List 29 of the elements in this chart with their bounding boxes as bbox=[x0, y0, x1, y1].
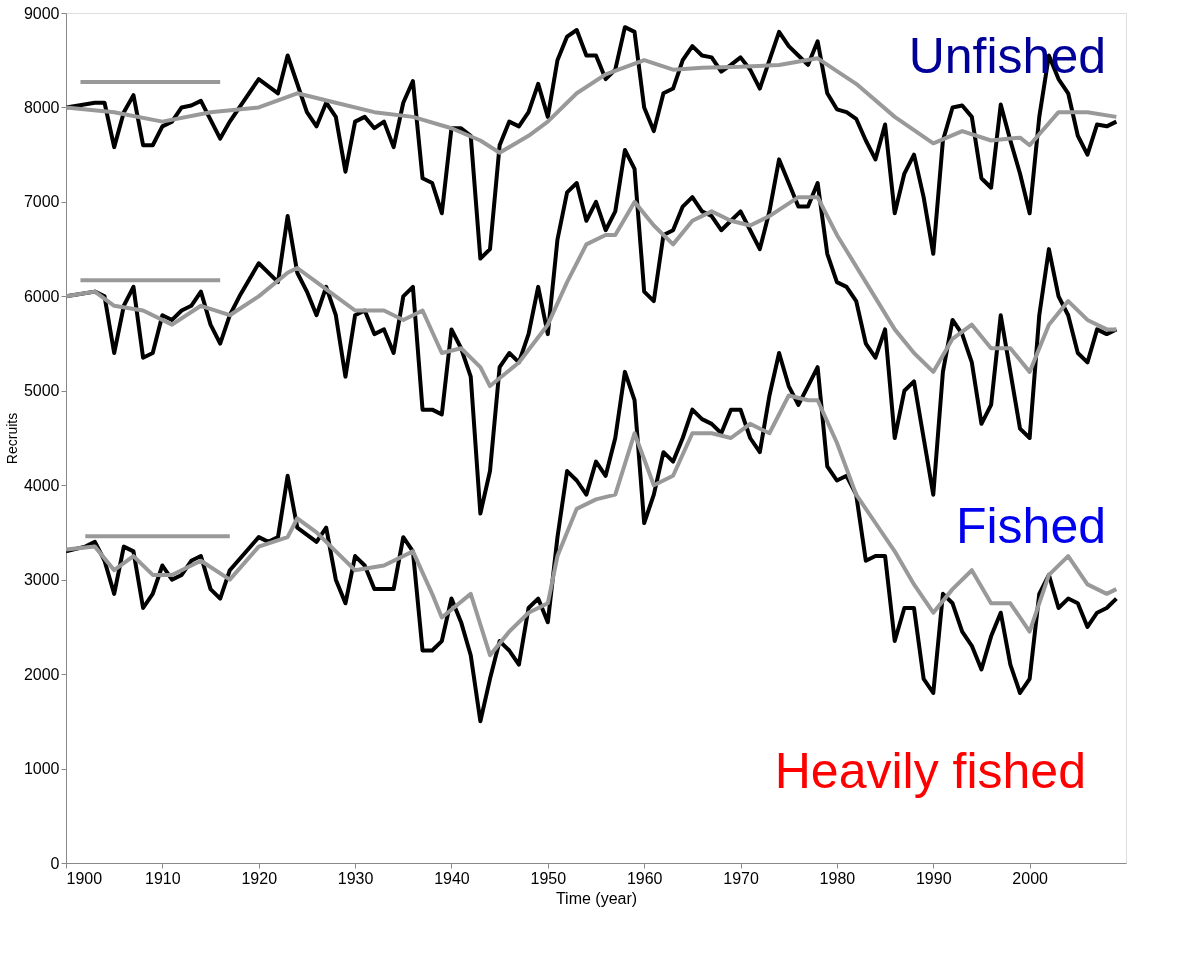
line-series bbox=[66, 393, 1119, 658]
x-tick-label: 1990 bbox=[915, 869, 952, 887]
y-tick-label: 6000 bbox=[23, 287, 60, 305]
y-tick-label: 4000 bbox=[23, 476, 60, 494]
x-tick-label: 1980 bbox=[819, 869, 856, 887]
x-axis-title: Time (year) bbox=[555, 889, 638, 907]
x-tick-label: 1900 bbox=[66, 869, 103, 887]
x-tick-label: 1930 bbox=[337, 869, 374, 887]
annotation: Heavily fished bbox=[774, 743, 1086, 799]
y-tick-label: 0 bbox=[50, 854, 60, 872]
line-series bbox=[66, 195, 1119, 389]
y-tick-label: 2000 bbox=[23, 665, 60, 683]
y-tick-label: 7000 bbox=[23, 193, 60, 211]
x-tick-label: 2000 bbox=[1012, 869, 1049, 887]
x-tick-label: 1940 bbox=[434, 869, 470, 887]
x-tick-label: 1960 bbox=[626, 869, 663, 887]
y-axis-title: Recruits bbox=[3, 412, 20, 465]
annotation: Fished bbox=[955, 498, 1106, 554]
x-tick-label: 1910 bbox=[145, 869, 181, 887]
y-tick-label: 3000 bbox=[23, 571, 60, 589]
annotation: Unfished bbox=[908, 28, 1106, 84]
y-tick-label: 5000 bbox=[23, 382, 60, 400]
x-tick-label: 1950 bbox=[530, 869, 567, 887]
y-tick-label: 9000 bbox=[23, 4, 60, 22]
x-tick-label: 1970 bbox=[723, 869, 759, 887]
y-tick-label: 8000 bbox=[23, 98, 60, 116]
line-series bbox=[66, 25, 1119, 261]
y-tick-label: 1000 bbox=[23, 760, 60, 778]
x-tick-label: 1920 bbox=[241, 869, 278, 887]
